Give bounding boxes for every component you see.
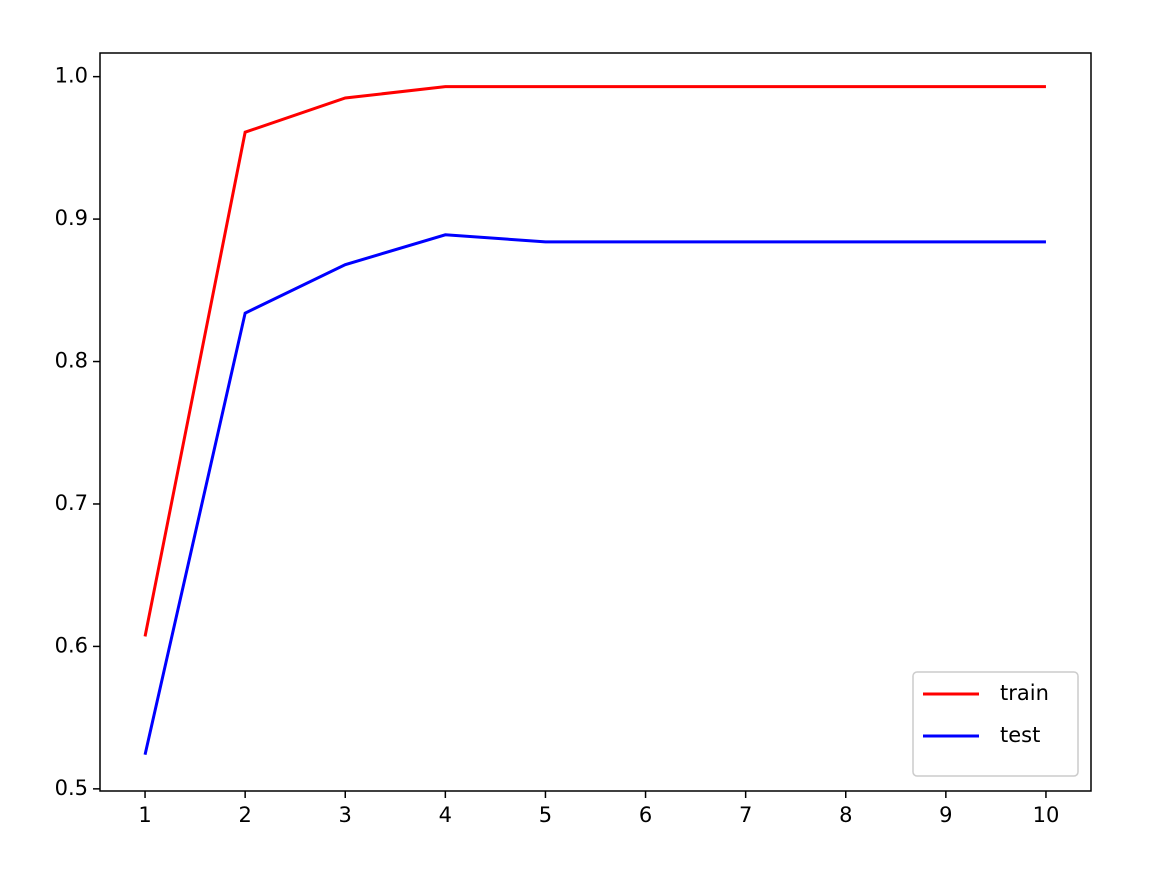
x-tick-label: 3 [339, 803, 352, 827]
y-tick-label: 0.6 [55, 633, 88, 657]
x-tick-label: 8 [839, 803, 852, 827]
x-tick-label: 7 [739, 803, 752, 827]
series-line [143, 85, 1046, 637]
legend-label: train [1000, 681, 1049, 705]
y-tick-label: 0.8 [55, 349, 88, 373]
plot-frame [99, 52, 1092, 792]
legend-box [912, 671, 1079, 777]
x-tick-label: 6 [639, 803, 652, 827]
x-tick-label: 4 [439, 803, 452, 827]
series-line [143, 233, 1046, 756]
x-tick-label: 9 [939, 803, 952, 827]
x-tick-label: 10 [1033, 803, 1060, 827]
legend-label: test [1000, 723, 1040, 747]
y-tick-label: 1.0 [55, 64, 88, 88]
y-tick-label: 0.9 [55, 206, 88, 230]
x-tick-label: 1 [138, 803, 151, 827]
y-tick-label: 0.7 [55, 491, 88, 515]
x-tick-label: 2 [238, 803, 251, 827]
y-tick-label: 0.5 [55, 776, 88, 800]
x-tick-label: 5 [539, 803, 552, 827]
